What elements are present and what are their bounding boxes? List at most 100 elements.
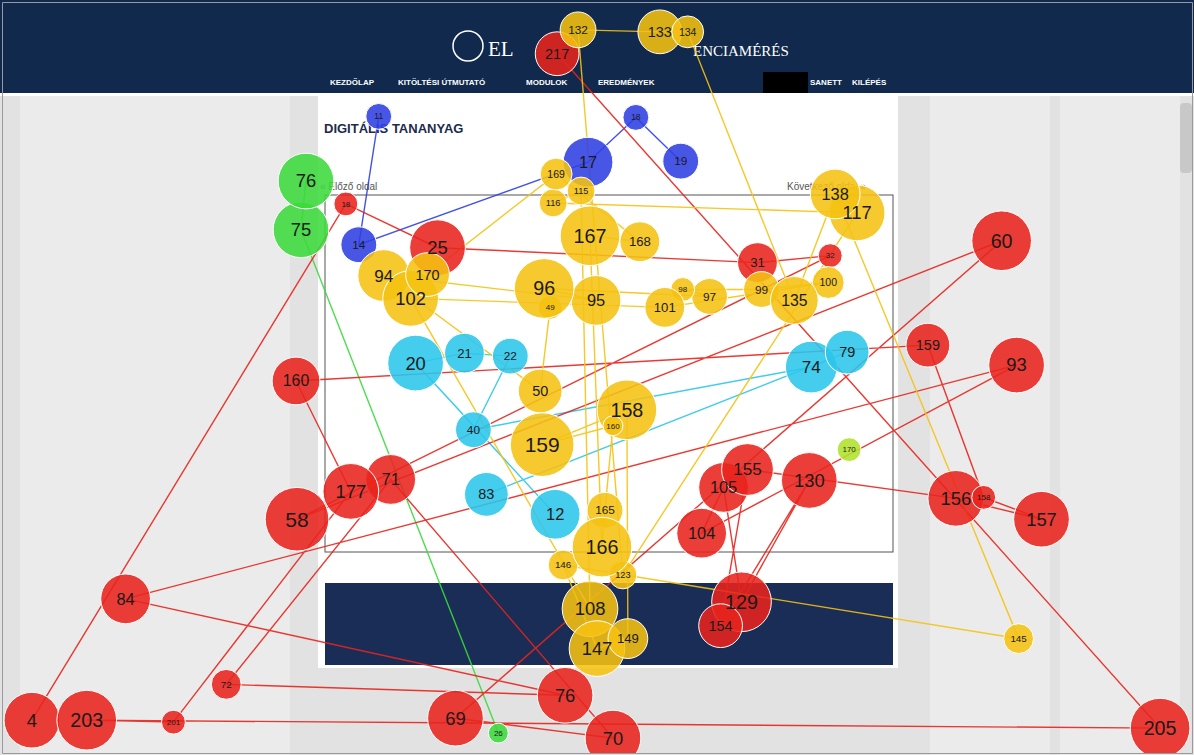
axis: [2, 3, 3, 754]
fixation-label: 205: [1144, 717, 1177, 739]
fixation: [560, 206, 620, 266]
scan-path: [301, 181, 498, 733]
fixation: [445, 333, 485, 373]
fixation: [677, 508, 727, 558]
fixation-label: 158: [610, 399, 643, 421]
fixation: [540, 158, 572, 190]
fixation-label: 133: [648, 24, 672, 40]
fixation-label: 105: [710, 478, 737, 496]
fixation-label: 155: [733, 460, 761, 479]
fixation: [672, 16, 704, 48]
fixation: [972, 211, 1032, 271]
fixation-label: 58: [285, 508, 308, 531]
fixation-label: 79: [839, 344, 855, 360]
page-ground: [0, 0, 1194, 755]
header-title: EL: [488, 37, 514, 61]
nav-link[interactable]: KILÉPÉS: [852, 78, 887, 87]
axes: [3, 3, 1193, 754]
fixation-label: 108: [575, 598, 606, 619]
fixation-label: 102: [395, 288, 426, 309]
fixation-label: 21: [457, 346, 472, 361]
header-logo: [453, 31, 483, 61]
fixation-label: 95: [587, 291, 605, 309]
fixation-label: 145: [1010, 633, 1027, 644]
fixation: [972, 485, 996, 509]
fixation-label: 4: [27, 710, 37, 731]
fixation: [334, 192, 358, 216]
fixation-label: 76: [555, 685, 575, 706]
fixation-label: 147: [582, 638, 613, 659]
fixation: [571, 276, 621, 326]
fixation-label: 116: [546, 198, 561, 208]
fixation-label: 101: [654, 300, 676, 315]
fixation-label: 159: [525, 433, 560, 456]
scan-path: [384, 30, 1019, 649]
fixation: [530, 489, 580, 539]
library-shade: [20, 95, 170, 755]
fixation-label: 170: [842, 445, 856, 454]
fixation-label: 40: [467, 423, 481, 437]
fixation-label: 18: [341, 200, 350, 209]
fixation: [770, 277, 818, 325]
fixation: [514, 259, 574, 319]
screenshot-texts: EL ENCIAMÉRÉS KEZDŐLAP KITÖLTÉSI ÚTMUTATÓ MO…: [320, 37, 887, 192]
fixation: [388, 335, 444, 391]
fixation-label: 75: [291, 219, 311, 240]
fixation-label: 60: [991, 230, 1013, 252]
scroll-widget[interactable]: [1180, 103, 1192, 173]
fixation: [366, 103, 392, 129]
fixation: [692, 279, 728, 315]
fixation-label: 158: [977, 493, 991, 502]
axis-line: [3, 2, 1193, 3]
header-title: ENCIAMÉRÉS: [693, 43, 789, 59]
fixation: [906, 323, 950, 367]
fixation-label: 159: [916, 337, 940, 353]
fixation-label: 14: [352, 238, 366, 252]
fixation-label: 22: [504, 349, 517, 363]
fixation-label: 169: [547, 168, 565, 180]
header-band: [0, 0, 1194, 93]
fixation-label: 70: [603, 728, 623, 749]
fixation: [492, 338, 528, 374]
fixation: [211, 669, 241, 699]
library-shade: [170, 95, 290, 755]
fixation-label: 19: [674, 154, 687, 168]
fixation-label: 130: [794, 470, 825, 491]
fixation-label: 115: [574, 186, 589, 196]
fixation-label: 135: [781, 292, 808, 309]
fixation-label: 20: [405, 353, 425, 374]
fixation-label: 97: [703, 290, 716, 304]
fixation-label: 154: [709, 618, 733, 634]
fixation-label: 84: [116, 590, 134, 608]
nav-link[interactable]: EREDMÉNYEK: [598, 78, 655, 87]
fixation-label: 99: [755, 283, 768, 297]
gaze-plot: EL ENCIAMÉRÉS KEZDŐLAP KITÖLTÉSI ÚTMUTATÓ MO…: [0, 0, 1194, 755]
fixation: [323, 464, 379, 520]
screenshot-background: [0, 0, 1194, 755]
fixation-label: 149: [617, 631, 639, 646]
fixation-label: 32: [826, 251, 835, 260]
nav-link[interactable]: KITÖLTÉSI ÚTMUTATÓ: [398, 78, 485, 87]
fixation-label: 167: [574, 225, 607, 247]
fixation-label: 18: [631, 112, 641, 122]
page-heading: DIGITÁLIS TANANYAG: [324, 121, 463, 136]
fixations: [4, 10, 1190, 753]
fixation-label: 12: [546, 505, 564, 523]
fixation-label: 134: [679, 26, 697, 38]
fixation-label: 146: [555, 559, 572, 570]
fixation: [608, 619, 648, 659]
library-shade: [930, 95, 1050, 755]
nav-link[interactable]: MODULOK: [526, 78, 568, 87]
fixation-label: 76: [296, 170, 316, 191]
nav-link[interactable]: KEZDŐLAP: [330, 78, 375, 87]
library-shade: [1060, 95, 1180, 755]
fixation: [623, 104, 649, 130]
fixation-label: 100: [819, 276, 837, 288]
fixation: [837, 438, 861, 462]
fixation: [510, 413, 574, 477]
fixation: [585, 710, 641, 753]
fixation-label: 177: [335, 481, 366, 502]
fixation: [161, 710, 185, 734]
fixation-label: 166: [586, 536, 619, 558]
fixation-label: 217: [545, 46, 569, 62]
